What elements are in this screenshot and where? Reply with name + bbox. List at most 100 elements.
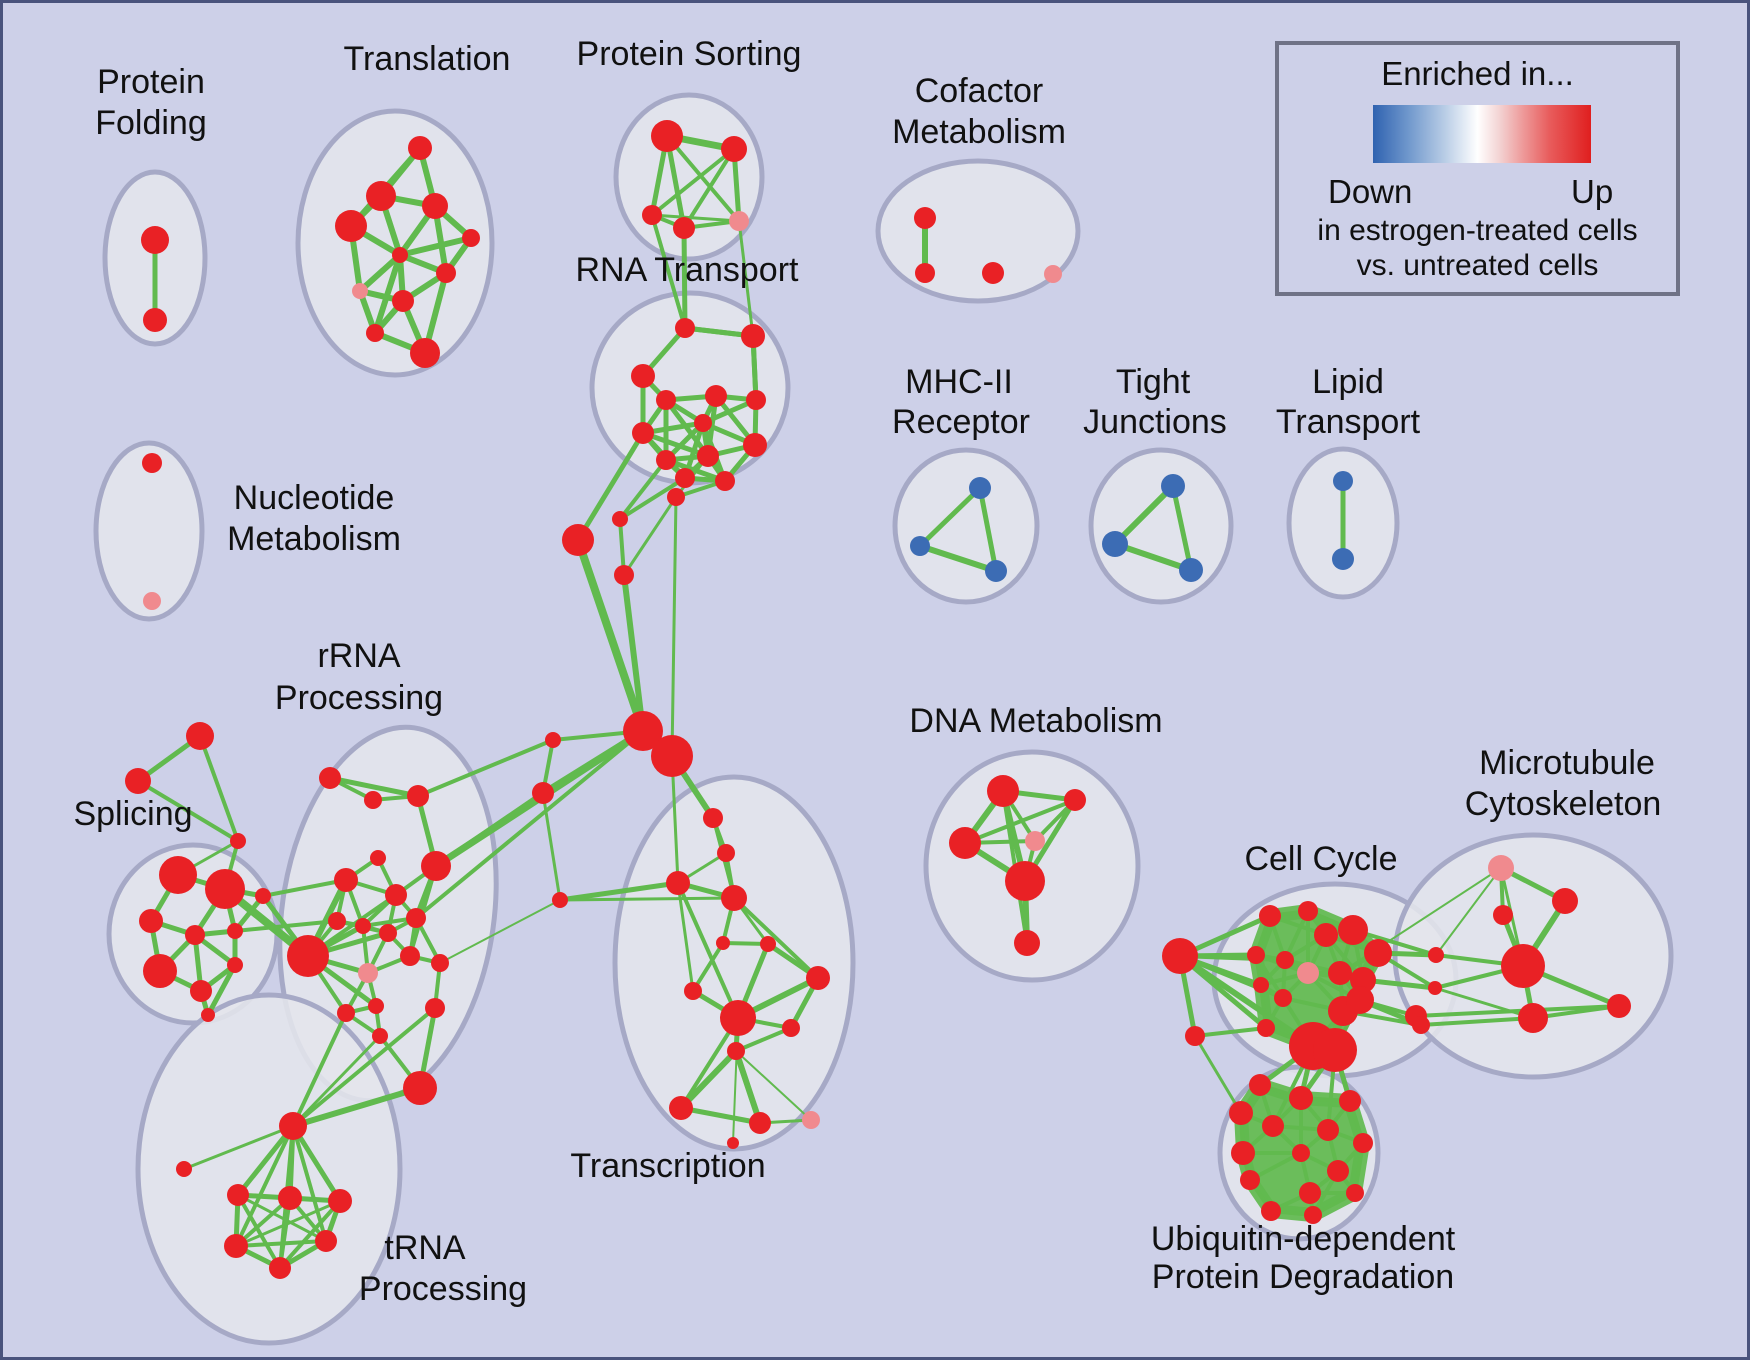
gene-set-node-up — [721, 136, 747, 162]
gene-set-node-up — [364, 791, 382, 809]
gene-set-node-up — [1261, 1201, 1281, 1221]
gene-set-node-up — [642, 205, 662, 225]
edge-rr — [327, 775, 421, 799]
edge-tn — [234, 1124, 295, 1248]
gene-set-node-up — [385, 884, 407, 906]
gene-set-node-up — [139, 909, 163, 933]
gene-set-node-up — [1493, 905, 1513, 925]
gene-set-node-up — [287, 935, 329, 977]
edge-tc — [676, 881, 740, 1020]
gene-set-node-slightly-up — [1044, 265, 1062, 283]
gene-set-node-up — [279, 1112, 307, 1140]
gene-set-node-up — [614, 565, 634, 585]
cluster-cf-label: Cofactor — [915, 72, 1044, 110]
gene-set-node-up — [143, 308, 167, 332]
gene-set-node-up — [1412, 1016, 1430, 1034]
gene-set-node-up — [366, 324, 384, 342]
cluster-rr-label: Processing — [275, 679, 443, 717]
gene-set-node-up — [1185, 1026, 1205, 1046]
gene-set-node-up — [651, 735, 693, 777]
gene-set-node-up — [328, 912, 346, 930]
edge-tr — [397, 235, 474, 258]
cluster-dm-label: DNA Metabolism — [909, 702, 1162, 740]
gene-set-node-up — [1162, 938, 1198, 974]
gene-set-node-up — [227, 957, 243, 973]
gene-set-node-up — [632, 422, 654, 444]
gene-set-node-down — [910, 536, 930, 556]
gene-set-node-up — [125, 768, 151, 794]
edge-rr-cc — [414, 729, 645, 920]
gene-set-node-up — [269, 1257, 291, 1279]
edge-tc — [734, 1026, 793, 1053]
gene-set-node-up — [1317, 1119, 1339, 1141]
gene-set-node-up — [227, 923, 243, 939]
edge-sp-rr — [261, 878, 348, 898]
gene-set-node-up — [673, 217, 695, 239]
gene-set-node-up — [1274, 989, 1292, 1007]
gene-set-node-up — [1298, 901, 1318, 921]
edge-tc — [733, 1048, 763, 1126]
gene-set-node-slightly-up — [352, 283, 368, 299]
edge-rt-cc — [618, 476, 687, 521]
gene-set-node-up — [532, 782, 554, 804]
gene-set-node-up — [436, 263, 456, 283]
gene-set-node-up — [949, 827, 981, 859]
gene-set-node-up — [675, 468, 695, 488]
gene-set-node-up — [406, 908, 426, 928]
cluster-ub-label: Protein Degradation — [1152, 1258, 1454, 1296]
gene-set-node-up — [227, 1184, 249, 1206]
edge-tj — [1112, 541, 1194, 573]
cluster-mhc-label: MHC-II — [905, 363, 1013, 401]
cluster-tn-label: Processing — [359, 1270, 527, 1308]
gene-set-node-up — [675, 318, 695, 338]
cluster-tc-label: Transcription — [570, 1147, 765, 1185]
gene-set-node-up — [141, 226, 169, 254]
cluster-tj-ellipse — [1088, 447, 1234, 605]
gene-set-node-up — [368, 998, 384, 1014]
gene-set-node-up — [1346, 1184, 1364, 1202]
edge-cc — [574, 536, 647, 735]
gene-set-node-up — [1607, 994, 1631, 1018]
edge-mt — [1419, 1016, 1535, 1027]
gene-set-node-up — [623, 711, 663, 751]
gene-set-node-up — [1327, 1160, 1349, 1182]
gene-set-node-up — [1328, 961, 1352, 985]
gene-set-node-up — [224, 1234, 248, 1258]
gene-set-node-up — [1249, 1074, 1271, 1096]
gene-set-node-up — [1304, 1206, 1322, 1224]
gene-set-node-up — [1014, 930, 1040, 956]
gene-set-node-up — [366, 181, 396, 211]
edge-mt — [1435, 867, 1502, 956]
gene-set-node-up — [743, 433, 767, 457]
gene-set-node-up — [721, 885, 747, 911]
edge-sp — [205, 962, 238, 1018]
gene-set-node-slightly-up — [358, 963, 378, 983]
gene-set-node-down — [1179, 558, 1203, 582]
gene-set-node-up — [727, 1042, 745, 1060]
gene-set-node-up — [185, 925, 205, 945]
edge-ps-rt — [650, 213, 687, 330]
cluster-tr-label: Translation — [344, 40, 511, 78]
gene-set-node-up — [684, 982, 702, 1000]
gene-set-node-up — [1338, 915, 1368, 945]
edge-tn — [234, 1199, 342, 1248]
edge-cc-tc — [557, 880, 681, 903]
edge-mhc — [917, 543, 999, 574]
gene-set-node-up — [201, 1008, 215, 1022]
legend-note: in estrogen-treated cells vs. untreated … — [1279, 213, 1676, 283]
gene-set-node-up — [462, 229, 480, 247]
edge-cc — [621, 572, 646, 734]
edge-tj — [1112, 483, 1176, 547]
gene-set-node-up — [1364, 939, 1392, 967]
gene-set-node-up — [1259, 905, 1281, 927]
edge-ps — [665, 134, 741, 223]
gene-set-node-down — [1102, 531, 1128, 557]
edge-mhc — [917, 485, 983, 549]
edge-ps-rt — [737, 219, 755, 338]
edge-tn — [236, 1193, 282, 1270]
gene-set-node-up — [400, 946, 420, 966]
gene-set-node-up — [176, 1161, 192, 1177]
gene-set-node-up — [143, 954, 177, 988]
edge-dm — [963, 798, 1077, 845]
